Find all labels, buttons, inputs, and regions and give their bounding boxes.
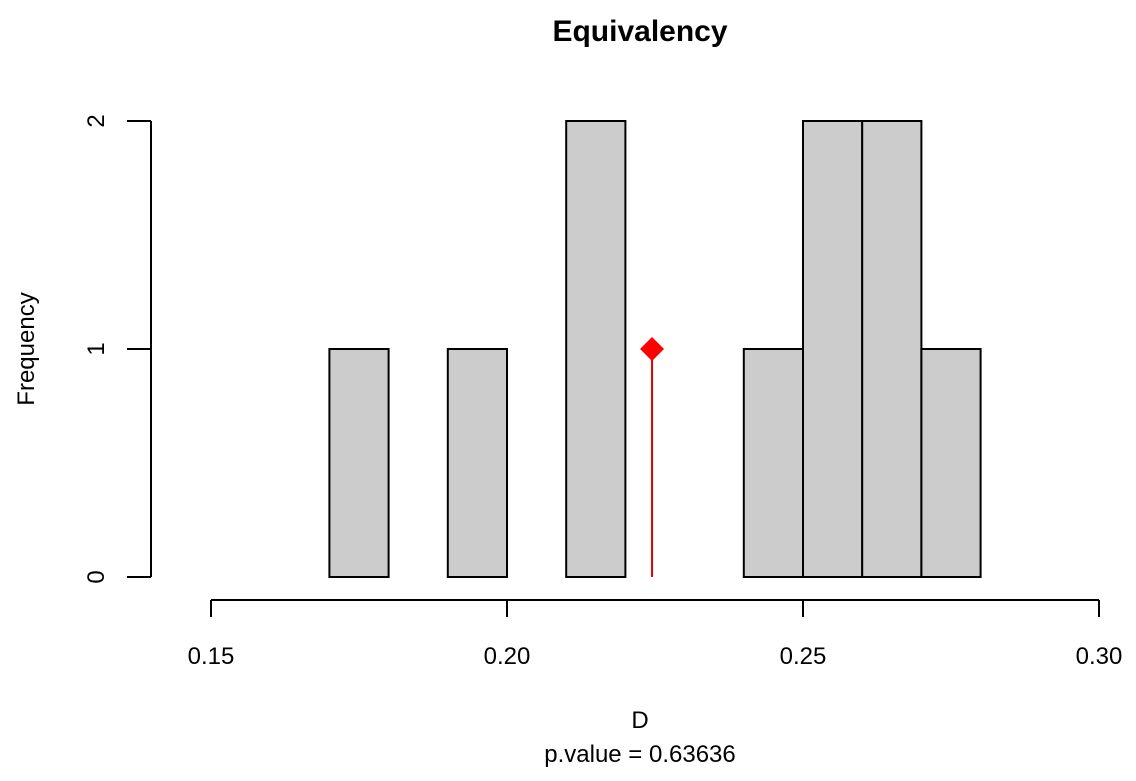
y-axis: 0 1 2 [83,114,152,584]
histogram-bar-4 [565,120,627,578]
histogram-bar-10 [920,348,982,578]
x-axis: 0.15 0.20 0.25 0.30 [188,599,1123,670]
histogram-bar-8 [802,120,864,578]
p-value-subtitle: p.value = 0.63636 [544,741,736,768]
y-tick-label-1: 1 [83,342,110,355]
x-tick-label-3: 0.30 [1076,643,1123,670]
y-tick-label-2: 2 [83,114,110,127]
x-tick-label-0: 0.15 [188,643,235,670]
y-axis-label: Frequency [13,292,40,405]
x-tick-label-1: 0.20 [484,643,531,670]
histogram-bar-0 [328,348,390,578]
histogram-bar-9 [861,120,923,578]
observed-value-group [640,337,665,577]
chart-title: Equivalency [552,15,727,48]
x-axis-label: D [631,707,648,734]
x-tick-label-2: 0.25 [780,643,827,670]
histogram-bar-2 [446,348,508,578]
observed-value-marker [640,337,665,361]
histogram-bar-7 [742,348,804,578]
y-tick-label-0: 0 [83,570,110,583]
bars-group [328,120,982,578]
